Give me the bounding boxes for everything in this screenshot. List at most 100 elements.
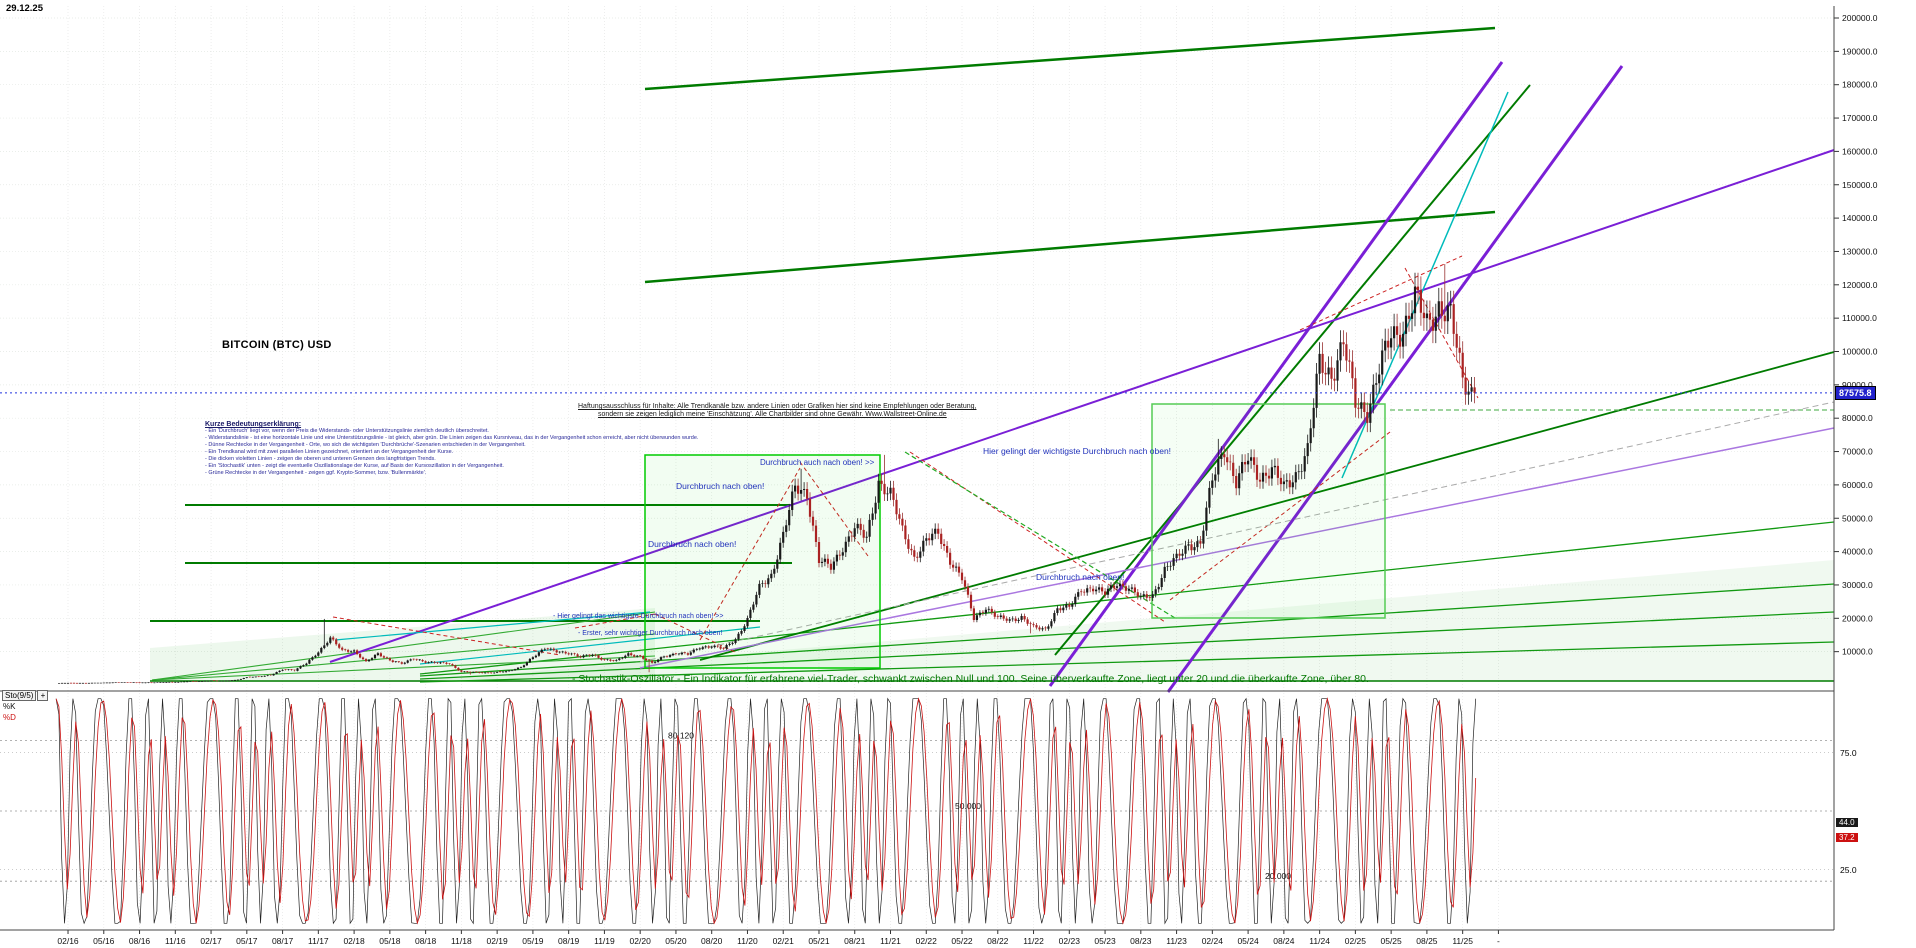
- red-trend-2018-down: [332, 616, 561, 656]
- x-axis-label: 08/21: [844, 936, 866, 946]
- k-series-label: %K: [3, 702, 16, 711]
- candles-down-bodies: [69, 286, 1476, 684]
- y-axis-label: 130000.0: [1842, 246, 1878, 256]
- y-axis-label: 200000.0: [1842, 13, 1878, 23]
- x-axis-label: 05/17: [236, 936, 258, 946]
- y-axis-label: 50000.0: [1842, 513, 1873, 523]
- x-axis-label: 02/19: [486, 936, 508, 946]
- y-axis-label: 160000.0: [1842, 146, 1878, 156]
- x-axis-label: 08/16: [129, 936, 151, 946]
- long-term-support-4: [419, 521, 1835, 675]
- stochastic-d-value-badge: 37.2: [1836, 833, 1858, 842]
- y-axis-label: 80000.0: [1842, 413, 1873, 423]
- indicator-add-button[interactable]: +: [37, 690, 49, 701]
- x-axis-label: 02/25: [1345, 936, 1367, 946]
- x-axis-label: 08/20: [701, 936, 723, 946]
- oscillator-description: - Stochastik-Oszillator - Ein Indikator …: [572, 673, 1369, 685]
- x-axis-label: 08/23: [1130, 936, 1152, 946]
- violet-steep-channel-right: [1166, 65, 1624, 693]
- legend-line: - Die dicken violetten Linien - zeigen d…: [205, 456, 436, 462]
- red-trend-2022-down: [909, 451, 1166, 623]
- y-axis-label: 60000.0: [1842, 480, 1873, 490]
- cyan-mid-line-2: [419, 626, 761, 665]
- x-axis-label: 05/16: [93, 936, 115, 946]
- indicator-toolbar: Sto(9/5) +: [2, 690, 49, 701]
- fan-line-1: [151, 611, 656, 681]
- y-axis-label: 170000.0: [1842, 113, 1878, 123]
- x-axis-label: 05/20: [665, 936, 687, 946]
- y-axis-label: 90000.0: [1842, 380, 1873, 390]
- red-trend-2025-up: [1299, 255, 1463, 331]
- x-axis-label: 11/18: [451, 936, 472, 946]
- steep-uptrend-line: [1054, 84, 1531, 656]
- gray-dashed-long-support: [639, 401, 1835, 663]
- y-axis-label: 70000.0: [1842, 447, 1873, 457]
- x-axis-label: 02/21: [773, 936, 795, 946]
- indicator-name-label[interactable]: Sto(9/5): [2, 690, 37, 701]
- oscillator-level-label: 80.120: [668, 731, 694, 741]
- violet-shallow-support: [639, 427, 1835, 669]
- x-axis-label: 11/23: [1166, 936, 1187, 946]
- upper-projection-channel-bottom: [644, 210, 1496, 284]
- x-axis-label: 02/16: [57, 936, 79, 946]
- x-axis-label: 02/17: [200, 936, 222, 946]
- x-axis-label: 11/24: [1309, 936, 1330, 946]
- chart-date-label: 29.12.25: [6, 3, 43, 14]
- x-axis-label: 05/22: [951, 936, 973, 946]
- x-axis-label: 05/18: [379, 936, 401, 946]
- x-axis-label: 05/21: [808, 936, 830, 946]
- mid-trend-line: [699, 351, 1835, 661]
- legend-line: - Dünne Rechtecke in der Vergangenheit -…: [205, 442, 526, 448]
- y-axis-label: 100000.0: [1842, 347, 1878, 357]
- y-axis-label: 20000.0: [1842, 613, 1873, 623]
- x-axis-label: 08/25: [1416, 936, 1438, 946]
- x-axis-label: 08/22: [987, 936, 1009, 946]
- legend-line: - Grüne Rechtecke in der Vergangenheit -…: [205, 470, 427, 476]
- x-axis-label: 05/19: [522, 936, 544, 946]
- breakout-box-2020: [644, 454, 881, 669]
- oscillator-level-label: 20.000: [1265, 871, 1291, 881]
- x-axis-label: 11/19: [594, 936, 615, 946]
- x-axis-label: 11/22: [1023, 936, 1044, 946]
- oscillator-scale-lo-label: 25.0: [1840, 865, 1857, 875]
- legend-block: Kurze Bedeutungserklärung: - Ein 'Durchb…: [205, 421, 698, 477]
- red-trend-2021-correction: [799, 461, 869, 557]
- x-axis-label: 08/17: [272, 936, 294, 946]
- y-axis-label: 30000.0: [1842, 580, 1873, 590]
- y-axis-label: 190000.0: [1842, 46, 1878, 56]
- fan-line-3: [151, 655, 656, 681]
- long-term-support-1: [419, 583, 1835, 677]
- stochastic-k-value-badge: 44.0: [1836, 818, 1858, 827]
- legend-line: - Ein 'Stochastik' unten - zeigt die eve…: [205, 463, 504, 469]
- x-axis-label: 11/25: [1452, 936, 1473, 946]
- x-axis-label: 11/20: [737, 936, 758, 946]
- x-axis-label: 02/23: [1059, 936, 1081, 946]
- chart-title: BITCOIN (BTC) USD: [222, 339, 332, 351]
- x-axis-label: 02/24: [1202, 936, 1224, 946]
- stochastic-k-line: [55, 697, 1477, 925]
- candles-up-bodies: [58, 286, 1473, 684]
- legend-line: - Ein 'Durchbruch' liegt vor, wenn der P…: [205, 428, 489, 434]
- violet-steep-channel-left: [1048, 61, 1504, 687]
- x-axis-label: -: [1497, 936, 1500, 946]
- d-series-label: %D: [3, 713, 16, 722]
- cyan-mid-line-1: [334, 611, 651, 641]
- y-axis-label: 120000.0: [1842, 280, 1878, 290]
- last-price-badge: 87575.8: [1835, 386, 1876, 400]
- y-axis-label: 150000.0: [1842, 180, 1878, 190]
- legend-title: Kurze Bedeutungserklärung:: [205, 421, 302, 428]
- x-axis-label: 05/23: [1094, 936, 1116, 946]
- x-axis-label: 08/19: [558, 936, 580, 946]
- x-axis-label: 08/18: [415, 936, 437, 946]
- oscillator-level-label: 50.000: [955, 801, 981, 811]
- red-trend-2020-rally: [699, 467, 801, 641]
- y-axis-label: 10000.0: [1842, 647, 1873, 657]
- y-axis-label: 110000.0: [1842, 313, 1877, 323]
- x-axis-label: 02/18: [343, 936, 365, 946]
- x-axis-label: 11/16: [165, 936, 186, 946]
- x-axis-label: 11/21: [880, 936, 901, 946]
- stochastic-d-line: [55, 697, 1477, 925]
- fan-line-2: [151, 633, 656, 681]
